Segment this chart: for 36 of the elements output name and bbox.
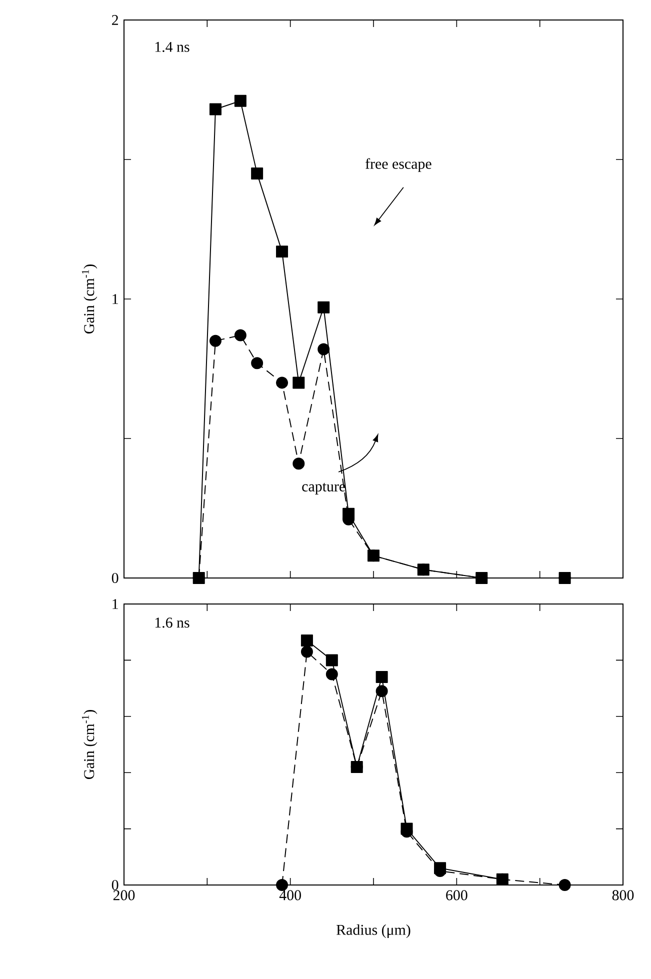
point	[251, 357, 264, 370]
x-tick-label: 600	[446, 890, 468, 900]
point	[234, 94, 246, 107]
x-axis-title: Radius (μm)	[336, 924, 410, 938]
point	[318, 343, 330, 356]
point	[276, 376, 288, 389]
point	[292, 458, 305, 470]
y-axis-title: Gain (cm$^{-1}$)	[82, 710, 98, 779]
point	[300, 634, 313, 647]
point	[558, 879, 571, 891]
point	[376, 671, 388, 684]
y-axis-title: Gain (cm$^{-1}$)	[82, 264, 98, 334]
y-tick-label: 0	[112, 572, 118, 584]
y-tick-label: 1	[112, 599, 118, 609]
point	[292, 376, 305, 389]
y-tick-label: 0	[112, 880, 118, 890]
point	[209, 103, 222, 116]
point	[276, 879, 288, 891]
annotation: free escape	[366, 158, 432, 172]
point	[326, 654, 338, 666]
point	[300, 646, 313, 658]
x-tick-label: 400	[279, 890, 301, 900]
point	[234, 329, 246, 342]
annotation: 1.4 ns	[155, 42, 190, 52]
x-tick-label: 800	[612, 890, 634, 900]
annotation: capture	[302, 482, 346, 495]
annotation: 1.6 ns	[155, 618, 190, 628]
y-tick-label: 2	[112, 15, 118, 25]
point	[209, 334, 222, 347]
point	[326, 668, 338, 680]
point	[251, 167, 264, 180]
y-tick-label: 1	[112, 294, 118, 304]
point	[376, 685, 388, 698]
x-tick-label: 200	[113, 890, 135, 900]
point	[276, 246, 288, 258]
point	[318, 301, 330, 314]
